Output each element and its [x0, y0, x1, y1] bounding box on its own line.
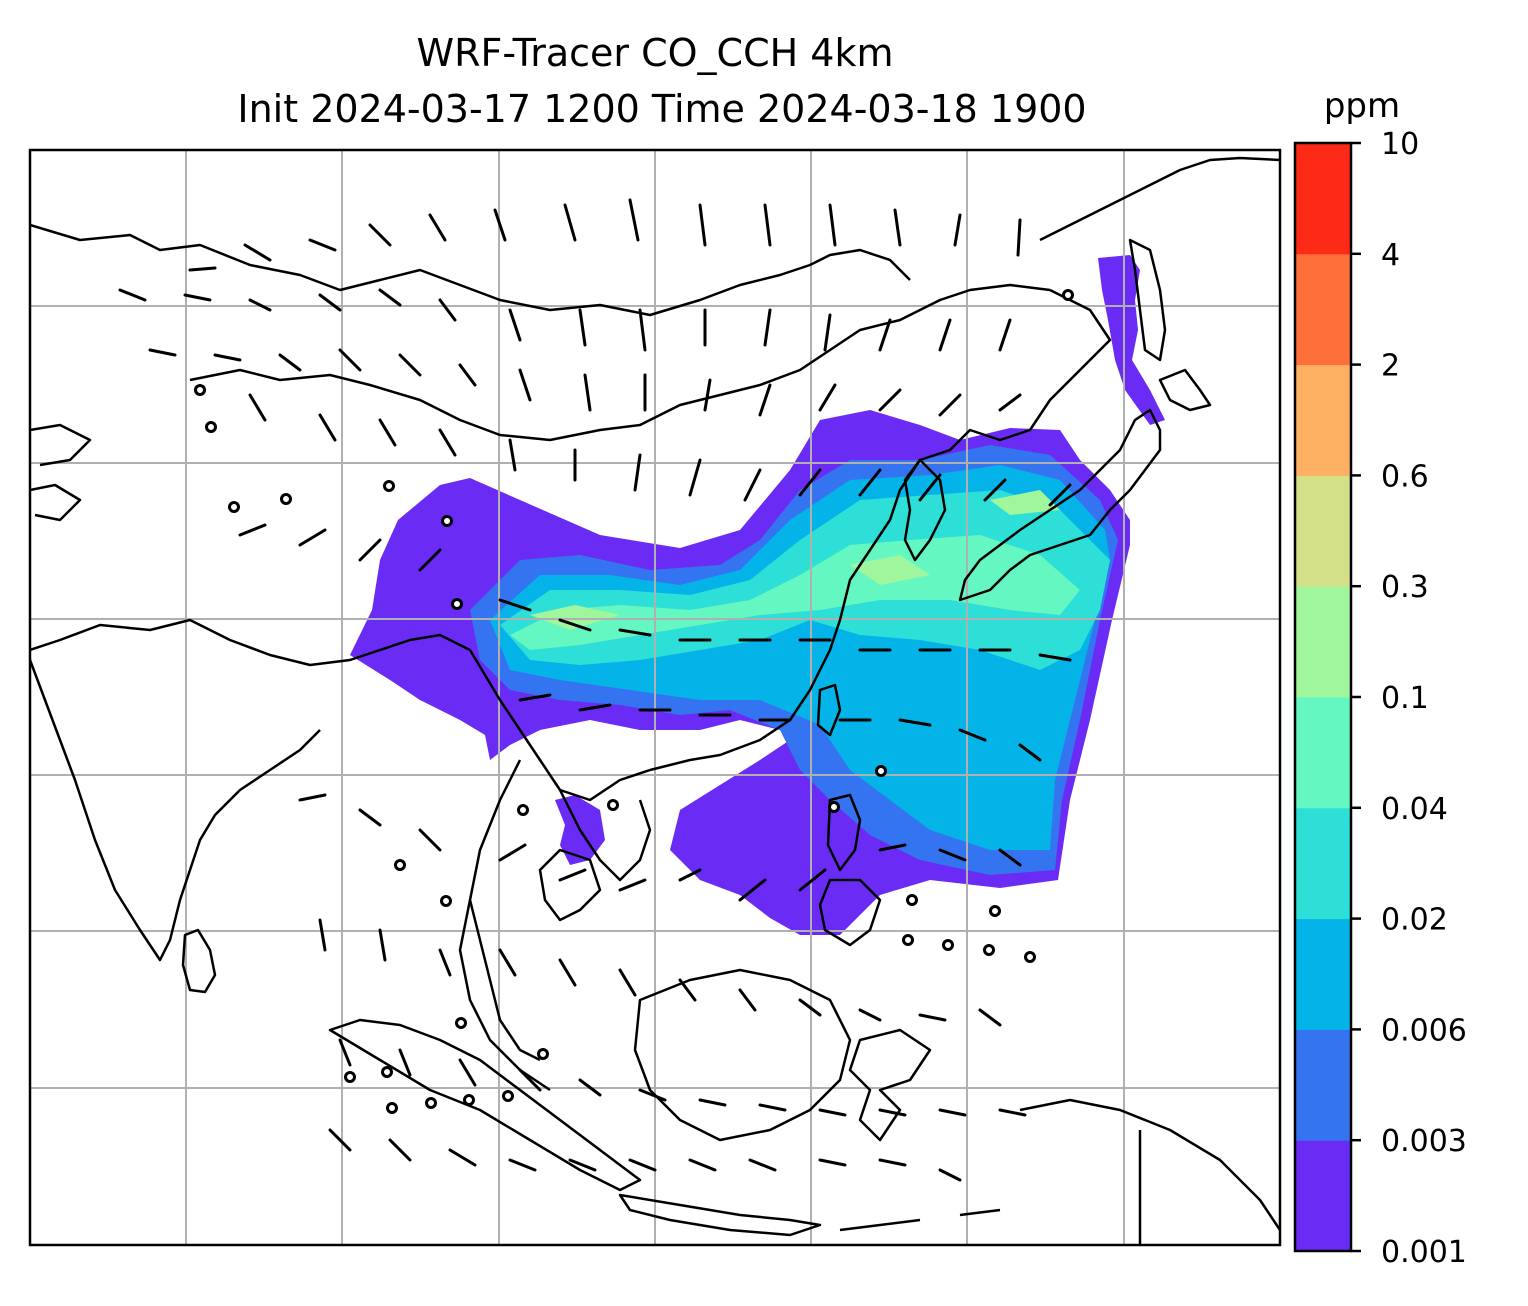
colorbar-tick-label: 0.02 — [1381, 903, 1448, 938]
plume-level-5 — [510, 535, 1080, 650]
coastlines — [30, 156, 1280, 1245]
philippines-luzon — [826, 793, 862, 872]
colorbar-band-6 — [1295, 475, 1351, 587]
himalaya-border — [30, 618, 471, 667]
colorbar-band-9 — [1295, 143, 1351, 255]
colorbar-tick-label: 0.003 — [1381, 1124, 1467, 1159]
central-asia-border — [30, 223, 911, 317]
korea — [903, 458, 947, 562]
plume-level-6 — [530, 490, 1060, 630]
colorbar-band-4 — [1295, 697, 1351, 809]
colorbar-band-2 — [1295, 918, 1351, 1030]
tracer-plume — [350, 255, 1165, 935]
colorbar-tick-label: 0.3 — [1381, 570, 1429, 605]
china-east-coast — [649, 288, 1112, 772]
sri-lanka — [181, 928, 217, 994]
china-north-border — [189, 283, 1051, 442]
lesser-sunda — [839, 1208, 1001, 1232]
taiwan — [816, 683, 842, 737]
colorbar-band-7 — [1295, 364, 1351, 476]
colorbar-tick-label: 0.1 — [1381, 681, 1429, 716]
sakhalin — [1128, 238, 1167, 362]
map-panel — [28, 148, 1282, 1247]
colorbar-bands — [1295, 143, 1351, 1252]
calm-wind-markers — [194, 289, 1074, 1114]
japan-honshu — [958, 408, 1162, 602]
arabian-edge — [30, 423, 92, 522]
colorbar-tick-label: 2 — [1381, 349, 1400, 384]
plume-ne-strip — [1098, 255, 1165, 425]
gridlines — [30, 150, 1280, 1245]
indochina — [468, 649, 652, 1062]
colorbar-band-5 — [1295, 586, 1351, 698]
colorbar-tick-label: 0.04 — [1381, 792, 1448, 827]
map-frame — [28, 148, 1282, 1247]
philippines-south — [818, 878, 882, 947]
colorbar-tick-label: 10 — [1381, 127, 1419, 162]
wind-barbs — [118, 198, 1072, 1182]
colorbar: ppm 0.001 0.003 0.006 0.02 0.04 0.1 0.3 0.6 2 4 10 — [1293, 86, 1467, 1270]
java — [618, 1193, 822, 1237]
colorbar-band-3 — [1295, 807, 1351, 920]
title-line-1: WRF-Tracer CO_CCH 4km — [417, 31, 894, 75]
colorbar-tick-label: 0.001 — [1381, 1235, 1467, 1270]
gulf-of-thailand — [538, 848, 602, 922]
colorbar-ticks: 0.001 0.003 0.006 0.02 0.04 0.1 0.3 0.6 2 4 10 — [1351, 127, 1467, 1270]
colorbar-band-1 — [1295, 1029, 1351, 1141]
new-guinea — [1019, 1098, 1280, 1245]
colorbar-band-0 — [1295, 1140, 1351, 1252]
kamchatka-coast — [1039, 156, 1280, 242]
colorbar-tick-label: 0.6 — [1381, 459, 1429, 494]
title-line-2: Init 2024-03-17 1200 Time 2024-03-18 190… — [237, 87, 1086, 131]
japan-hokkaido — [1158, 368, 1212, 412]
colorbar-tick-label: 0.006 — [1381, 1013, 1467, 1048]
colorbar-band-8 — [1295, 253, 1351, 366]
india-coast — [30, 659, 321, 962]
sumatra — [328, 1018, 642, 1192]
sulawesi — [848, 1028, 932, 1142]
colorbar-tick-label: 4 — [1381, 238, 1400, 273]
colorbar-unit-label: ppm — [1324, 86, 1400, 126]
